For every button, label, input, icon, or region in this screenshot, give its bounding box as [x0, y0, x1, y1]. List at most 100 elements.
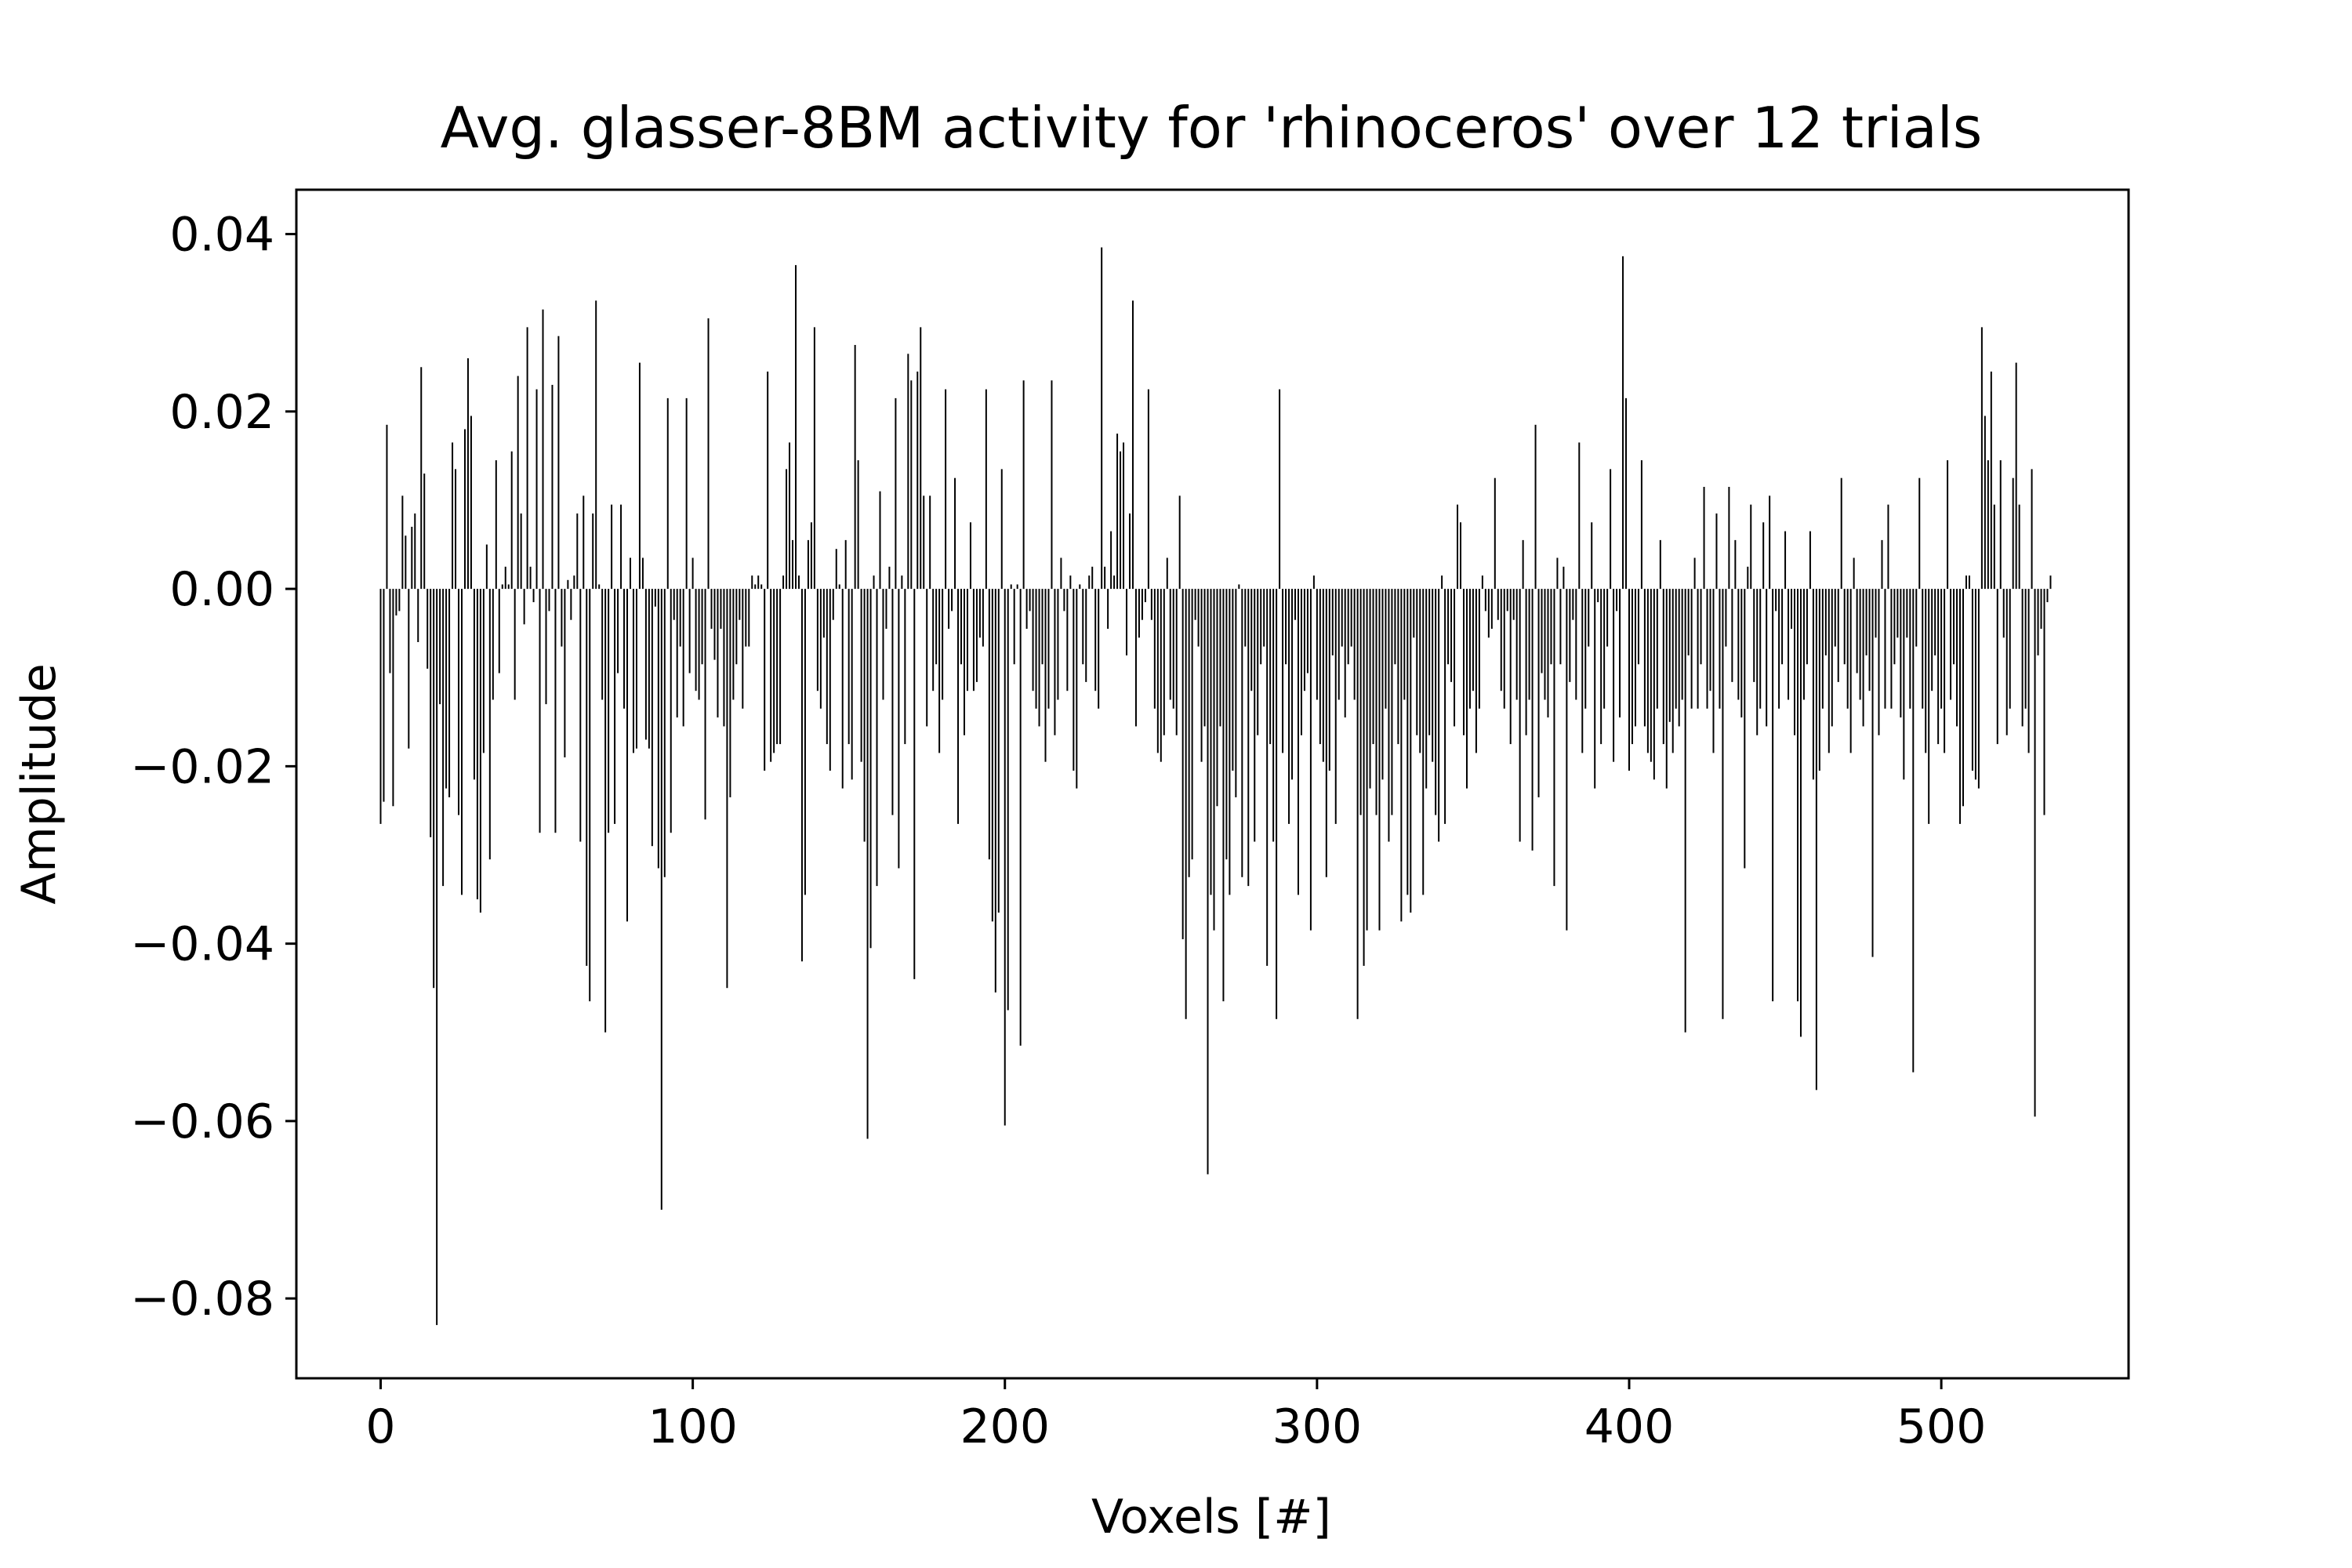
- y-tick-label: −0.06: [130, 1094, 274, 1149]
- bar: [1341, 589, 1343, 647]
- bar: [1788, 589, 1790, 700]
- bar: [816, 589, 818, 691]
- bar: [682, 589, 684, 727]
- bar: [430, 589, 432, 837]
- bar: [773, 589, 775, 753]
- bar: [1297, 589, 1299, 895]
- bar: [1656, 589, 1658, 709]
- bar: [994, 589, 996, 993]
- bar: [1990, 371, 1992, 590]
- bar: [529, 566, 532, 590]
- bar: [1566, 589, 1568, 931]
- bar: [654, 589, 656, 607]
- bar: [1559, 589, 1562, 665]
- bar: [1150, 589, 1152, 620]
- bar: [698, 589, 700, 700]
- bar: [1000, 469, 1003, 590]
- bar: [1893, 589, 1896, 665]
- bar: [504, 566, 506, 590]
- plot-frame: [295, 188, 2130, 1380]
- bar: [1450, 589, 1453, 682]
- bar: [1054, 589, 1056, 735]
- bar: [991, 589, 993, 922]
- bar: [1693, 557, 1696, 590]
- bar: [735, 589, 738, 665]
- bar: [904, 589, 906, 745]
- bar: [1063, 589, 1065, 612]
- bar: [1276, 589, 1278, 1019]
- bar: [408, 589, 410, 749]
- bar: [1153, 589, 1156, 709]
- bar: [1200, 589, 1203, 762]
- bar: [1772, 589, 1774, 1002]
- bar: [1719, 589, 1721, 709]
- bar: [1703, 487, 1705, 590]
- bar: [1631, 589, 1633, 745]
- bar: [1438, 589, 1440, 842]
- bar: [1098, 589, 1100, 709]
- bar: [1640, 460, 1642, 590]
- bar: [383, 589, 385, 802]
- y-tick-label: −0.02: [130, 739, 274, 794]
- bar: [1750, 504, 1752, 590]
- bar: [2021, 589, 2024, 727]
- bar: [1812, 589, 1814, 780]
- bar: [739, 589, 741, 620]
- bar: [1413, 589, 1415, 638]
- bar: [379, 589, 382, 824]
- bar: [660, 589, 662, 1210]
- bar: [1490, 589, 1493, 630]
- bar: [1079, 584, 1081, 590]
- bar: [1175, 589, 1178, 735]
- bar: [1082, 589, 1084, 665]
- bar: [1163, 589, 1165, 735]
- bar: [1465, 589, 1468, 789]
- bar: [1809, 531, 1811, 590]
- bar: [1681, 589, 1683, 700]
- bar: [1035, 589, 1037, 709]
- bar: [1569, 589, 1571, 682]
- bar: [1597, 589, 1599, 603]
- bar: [1316, 589, 1318, 700]
- bar: [1347, 589, 1349, 665]
- bars-group: [379, 247, 2052, 1326]
- bar: [1244, 589, 1247, 647]
- bar: [1700, 589, 1702, 665]
- bar: [1279, 389, 1281, 590]
- bar: [1525, 589, 1527, 735]
- bar: [1369, 589, 1371, 789]
- bar: [1968, 575, 1970, 590]
- bar: [1956, 589, 1958, 727]
- bar: [535, 389, 538, 590]
- bar: [832, 589, 834, 620]
- bar: [1875, 589, 1877, 638]
- bar: [1447, 589, 1450, 665]
- bar: [1363, 589, 1365, 966]
- bar: [1962, 589, 1964, 807]
- bar: [1728, 487, 1730, 590]
- bar: [386, 424, 388, 590]
- bar: [720, 589, 722, 630]
- bar: [1853, 557, 1855, 590]
- bar: [1500, 589, 1502, 691]
- bar: [1441, 575, 1443, 590]
- bar: [433, 589, 435, 989]
- bar: [1475, 589, 1477, 753]
- bar: [1806, 589, 1808, 665]
- bar: [1675, 589, 1677, 709]
- bar: [782, 575, 785, 590]
- bar: [1865, 589, 1867, 655]
- bar: [2046, 589, 2049, 603]
- bar: [1156, 589, 1159, 753]
- bar: [754, 584, 757, 590]
- bar: [551, 384, 554, 590]
- bar: [1940, 589, 1943, 709]
- bar: [673, 589, 675, 620]
- bar: [1815, 589, 1817, 1091]
- bar: [679, 589, 681, 647]
- bar: [729, 589, 731, 797]
- bar: [1104, 566, 1106, 590]
- bar: [492, 589, 494, 700]
- bar: [685, 397, 688, 590]
